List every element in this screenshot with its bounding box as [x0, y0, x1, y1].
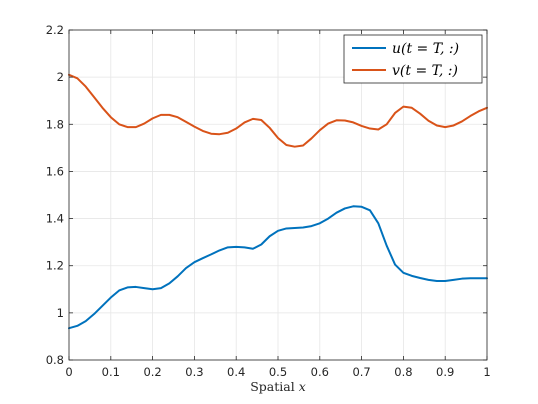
legend-entry-label: u(t = T, :)	[392, 41, 459, 57]
x-tick-label: 0.6	[311, 365, 329, 379]
y-tick-label: 1	[57, 306, 64, 320]
series-layer	[68, 73, 488, 330]
y-tick-label: 2	[57, 70, 64, 84]
y-tick-label: 2.2	[46, 23, 64, 37]
legend-box	[343, 34, 483, 84]
x-axis-ticks: 0 0.1 0.2 0.3 0.4 0.5 0.6 0.7 0.8 0.9 1	[65, 30, 491, 379]
x-tick-label: 1	[483, 365, 490, 379]
y-tick-label: 1.2	[46, 259, 64, 273]
x-tick-label: 0.1	[102, 365, 120, 379]
y-axis-ticks: 0.8 1 1.2 1.4 1.6 1.8 2 2.2	[46, 23, 487, 367]
y-tick-label: 1.6	[46, 164, 64, 178]
x-tick-label: 0.3	[185, 365, 203, 379]
x-axis-label-variable: x	[299, 379, 306, 394]
x-tick-label: 0.7	[352, 365, 370, 379]
x-tick-label: 0.4	[227, 365, 245, 379]
x-axis-label-prefix: Spatial	[250, 379, 298, 394]
legend-entry-label: v(t = T, :)	[392, 63, 458, 79]
series-line-v	[68, 73, 488, 148]
y-tick-label: 1.4	[46, 212, 64, 226]
y-tick-label: 1.8	[46, 117, 64, 131]
x-tick-label: 0.2	[143, 365, 161, 379]
legend: u(t = T, :) v(t = T, :)	[343, 34, 483, 84]
x-tick-label: 0	[65, 365, 72, 379]
x-tick-label: 0.9	[436, 365, 454, 379]
series-line-u	[68, 205, 488, 330]
x-tick-label: 0.5	[269, 365, 287, 379]
y-tick-label: 0.8	[46, 353, 64, 367]
x-tick-label: 0.8	[394, 365, 412, 379]
x-axis-label: Spatial x	[250, 379, 306, 394]
